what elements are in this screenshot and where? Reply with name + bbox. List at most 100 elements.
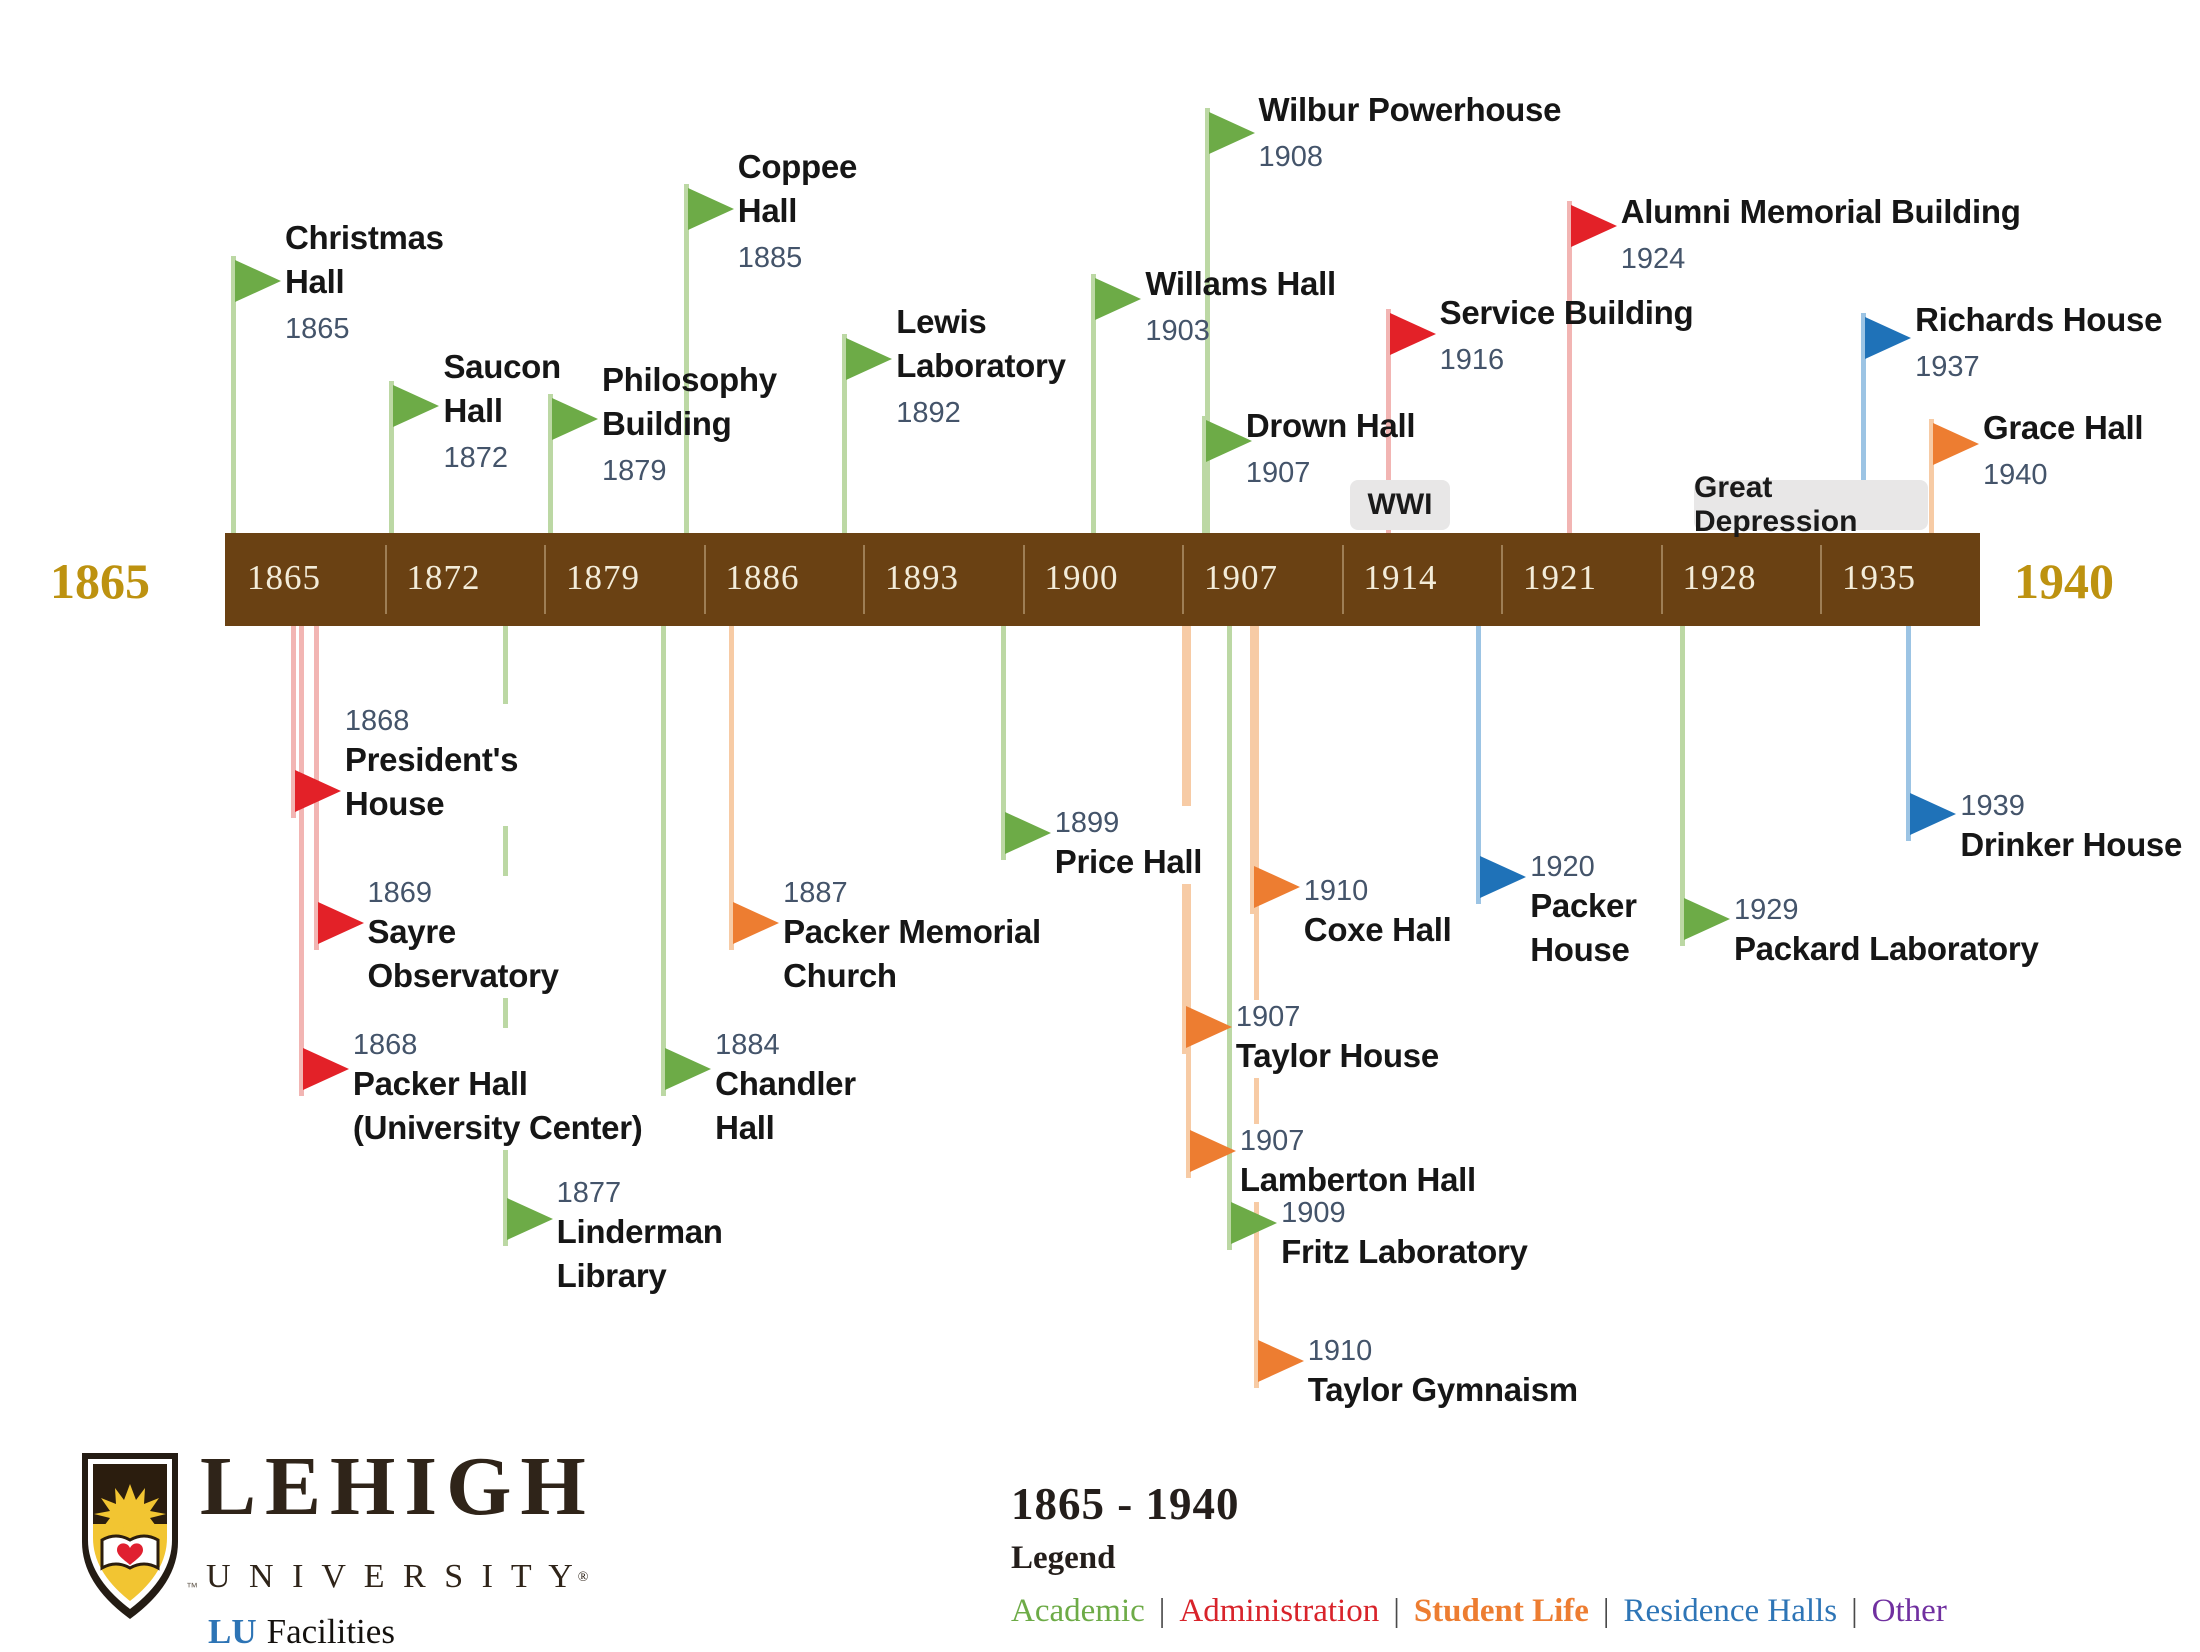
timeline-bar-separator	[1022, 545, 1025, 614]
name-line-coppee-hall: Coppee	[737, 148, 858, 185]
registered-symbol: ®	[577, 1570, 594, 1585]
flag-willams-hall-icon	[1095, 278, 1142, 320]
pole-christmas-hall	[231, 256, 236, 533]
label-lamberton-hall: 1907 Lamberton Hall	[1239, 1124, 1480, 1202]
year-drown-hall: 1907	[1245, 457, 1311, 489]
name-line-christmas-hall: Christmas	[285, 219, 444, 256]
label-richards-house: Richards House 1937	[1915, 298, 2162, 384]
timeline-bar-year-label: 1865	[247, 558, 321, 597]
legend-entry-administration: Administration	[1179, 1593, 1380, 1629]
year-president-s-house: 1868	[344, 705, 410, 737]
timeline-bar-separator	[544, 545, 546, 614]
name-line-linderman-library: Linderman	[556, 1213, 723, 1250]
name-line-taylor-house: Taylor House	[1235, 1037, 1439, 1074]
name-line-richards-house: Richards House	[1915, 301, 2163, 338]
timeline-bar-year-label: 1921	[1523, 558, 1597, 597]
year-grace-hall: 1940	[1983, 459, 2048, 491]
label-packer-house: 1920 Packer House	[1530, 850, 1641, 972]
lehigh-shield-logo-icon	[82, 1453, 178, 1619]
pole-lewis-laboratory	[842, 334, 848, 533]
pole-president-s-house	[290, 626, 296, 818]
year-saucon-hall: 1872	[443, 442, 508, 474]
label-taylor-gymnaism: 1910 Taylor Gymnaism	[1307, 1334, 1582, 1412]
timeline-bar-separator	[1820, 545, 1822, 614]
timeline-bar-year-label: 1900	[1044, 558, 1119, 597]
flag-richards-house-icon	[1865, 317, 1912, 359]
label-chandler-hall: 1884 Chandler Hall	[715, 1028, 860, 1150]
label-willams-hall: Willams Hall 1903	[1145, 262, 1336, 348]
lehigh-wordmark: LEHIGH	[200, 1440, 595, 1533]
era-badge-great-depression: Great Depression	[1694, 471, 1928, 538]
flag-lamberton-hall-icon	[1189, 1130, 1236, 1172]
year-alumni-memorial-building: 1924	[1620, 243, 1686, 275]
timeline-bar-year-label: 1872	[406, 558, 481, 597]
label-taylor-house: 1907 Taylor House	[1235, 1000, 1443, 1078]
name-line-lewis-laboratory: Laboratory	[896, 347, 1066, 384]
pole-drown-hall	[1201, 416, 1207, 533]
name-line-president-s-house: President's	[344, 741, 519, 778]
timeline-bar-separator	[1660, 545, 1663, 614]
label-packard-laboratory: 1929 Packard Laboratory	[1733, 893, 2043, 971]
legend-block: 1865 - 1940 Legend Academic | Administrati…	[1011, 1478, 1947, 1630]
year-packer-memorial-church: 1887	[783, 877, 848, 909]
pole-grace-hall	[1929, 419, 1934, 533]
label-philosophy-building: Philosophy Building 1879	[602, 358, 777, 488]
name-line-fritz-laboratory: Fritz Laboratory	[1281, 1233, 1528, 1270]
name-line-packer-memorial-church: Church	[783, 957, 897, 994]
university-wordmark: U N I V E R S I T Y®	[206, 1558, 593, 1596]
pole-service-building	[1385, 309, 1391, 533]
label-drown-hall: Drown Hall 1907	[1245, 404, 1416, 490]
year-willams-hall: 1903	[1145, 315, 1210, 347]
name-line-service-building: Service Building	[1439, 294, 1694, 331]
lu-facilities-label: LU Facilities	[208, 1612, 395, 1652]
flag-alumni-memorial-building-icon	[1570, 205, 1617, 247]
label-drinker-house: 1939 Drinker House	[1960, 789, 2187, 867]
label-president-s-house: 1868 President's House	[344, 704, 523, 826]
timeline-bar-year-label: 1907	[1204, 558, 1278, 597]
name-line-lewis-laboratory: Lewis	[896, 303, 987, 340]
year-service-building: 1916	[1439, 344, 1505, 376]
flag-packer-house-icon	[1480, 856, 1527, 898]
label-saucon-hall: Saucon Hall 1872	[443, 345, 561, 475]
year-wilbur-powerhouse: 1908	[1258, 141, 1324, 173]
legend-separator: |	[1602, 1593, 1610, 1629]
pole-wilbur-powerhouse	[1204, 108, 1210, 533]
name-line-packer-hall-university-center: Packer Hall	[352, 1065, 528, 1102]
year-price-hall: 1899	[1054, 807, 1120, 839]
flag-chandler-hall-icon	[665, 1048, 712, 1090]
legend-entry-other: Other	[1871, 1593, 1947, 1629]
legend-title: Legend	[1011, 1540, 1116, 1576]
label-grace-hall: Grace Hall 1940	[1983, 406, 2144, 492]
year-fritz-laboratory: 1909	[1281, 1197, 1346, 1229]
label-sayre-observatory: 1869 Sayre Observatory	[367, 876, 563, 998]
label-wilbur-powerhouse: Wilbur Powerhouse 1908	[1259, 88, 1562, 174]
timeline-bar-separator	[384, 545, 387, 614]
flag-packer-hall-university-center-icon	[302, 1048, 349, 1090]
era-badge-wwi: WWI	[1350, 480, 1450, 530]
name-line-saucon-hall: Hall	[443, 392, 503, 429]
name-line-sayre-observatory: Sayre	[367, 913, 457, 950]
flag-philosophy-building-icon	[551, 398, 598, 440]
year-lewis-laboratory: 1892	[896, 397, 961, 429]
label-coxe-hall: 1910 Coxe Hall	[1303, 874, 1456, 952]
flag-taylor-house-icon	[1185, 1006, 1232, 1048]
name-line-packard-laboratory: Packard Laboratory	[1733, 930, 2039, 967]
name-line-packer-house: Packer	[1530, 887, 1637, 924]
timeline-bar-year-label: 1935	[1842, 558, 1916, 597]
name-line-packer-hall-university-center: (University Center)	[352, 1109, 643, 1146]
pole-chandler-hall	[661, 626, 667, 1096]
year-richards-house: 1937	[1915, 351, 1980, 383]
pole-richards-house	[1861, 313, 1867, 484]
name-line-packer-house: House	[1530, 931, 1630, 968]
year-philosophy-building: 1879	[601, 455, 667, 487]
label-coppee-hall: Coppee Hall 1885	[737, 145, 858, 275]
legend-entry-student-life: Student Life	[1413, 1593, 1589, 1629]
label-linderman-library: 1877 Linderman Library	[556, 1176, 727, 1298]
flag-drown-hall-icon	[1205, 420, 1252, 462]
flag-wilbur-powerhouse-icon	[1208, 112, 1255, 154]
flag-packer-memorial-church-icon	[733, 902, 780, 944]
name-line-taylor-gymnaism: Taylor Gymnaism	[1307, 1371, 1578, 1408]
name-line-philosophy-building: Philosophy	[601, 361, 777, 398]
pole-packer-hall-university-center	[298, 626, 304, 1096]
